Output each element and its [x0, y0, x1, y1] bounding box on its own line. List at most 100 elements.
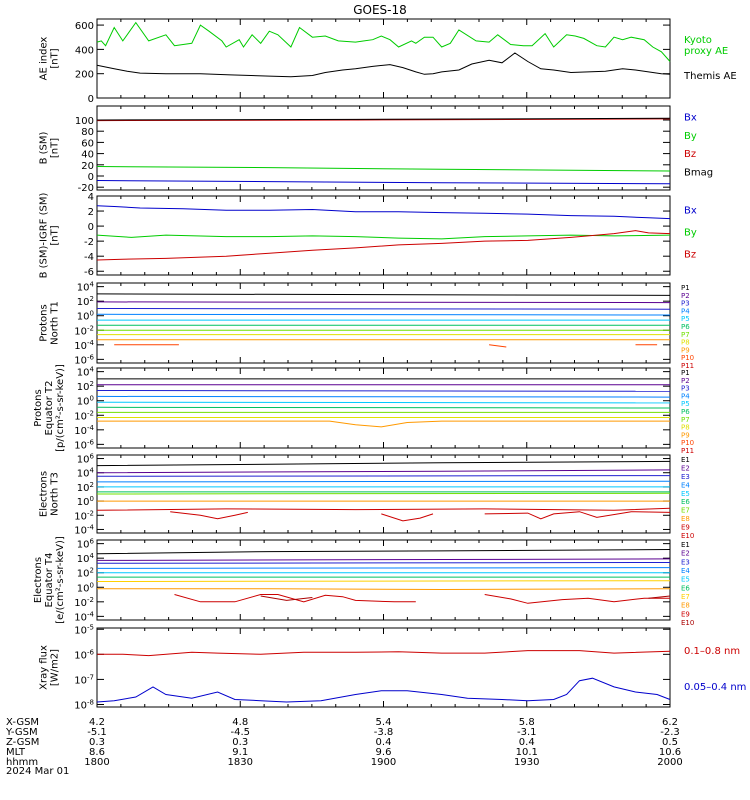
y-tick-label: 104	[77, 281, 95, 294]
legend-entry: E2	[681, 464, 690, 472]
series-line-E1	[96, 460, 671, 467]
orbit-row-label: hhmm	[6, 757, 38, 768]
orbit-row-value: 5.8	[519, 717, 535, 728]
legend-entry: E7	[681, 507, 690, 515]
y-tick-label: 100	[75, 116, 94, 127]
series-line-E8	[97, 588, 671, 591]
y-tick-label: 10-6	[74, 438, 94, 451]
orbit-row-value: 1930	[514, 757, 539, 768]
y-axis-label: [p/(cm²-s-sr-keV)]	[55, 364, 66, 452]
orbit-row-value: 0.3	[232, 737, 248, 748]
panel-frame	[96, 539, 671, 621]
series-line-P4	[96, 313, 671, 316]
orbit-row-value: 0.3	[89, 737, 105, 748]
series-line-E9	[174, 594, 670, 604]
y-tick-label: 10-2	[74, 596, 94, 609]
y-tick-label: 10-2	[74, 324, 94, 337]
series-line-P2	[96, 301, 671, 304]
series-line-E1	[96, 549, 671, 555]
legend-entry: Bx	[684, 206, 697, 217]
y-axis-label: North T1	[50, 301, 61, 345]
legend-entry: P3	[681, 385, 690, 393]
y-axis-label: [nT]	[50, 225, 61, 245]
y-tick-label: 102	[77, 295, 94, 308]
series-line-E10	[170, 511, 671, 522]
orbit-row-value: 4.8	[232, 717, 248, 728]
legend-entry: Kyoto	[684, 35, 712, 46]
y-axis-label: Electrons	[33, 557, 44, 603]
y-tick-label: -6	[84, 267, 94, 278]
y-tick-label: 102	[77, 481, 94, 494]
y-tick-label: 100	[77, 395, 94, 408]
panel-frame	[96, 18, 671, 99]
y-tick-label: 60	[81, 138, 94, 149]
legend-entry: E9	[681, 610, 690, 618]
chart-title: GOES-18	[353, 3, 407, 17]
series-line-Bx	[96, 180, 671, 185]
legend-entry: E10	[681, 619, 694, 627]
legend-entry: P4	[681, 307, 690, 315]
legend-entry: E8	[681, 515, 690, 523]
series-line-Bz	[96, 118, 671, 122]
legend-entry: E6	[681, 498, 690, 506]
legend-entry: E10	[681, 532, 694, 540]
series-line-E2	[96, 469, 671, 474]
series-line-E3	[96, 475, 671, 477]
legend-entry: E4	[681, 567, 690, 575]
series-line-By	[96, 234, 671, 240]
series-line-P6	[96, 406, 671, 409]
legend-entry: E5	[681, 576, 690, 584]
series-line-E7	[96, 580, 671, 582]
orbit-row-value: -5.1	[87, 727, 107, 738]
legend-entry: P3	[681, 300, 690, 308]
y-tick-label: 10-2	[74, 409, 94, 422]
y-tick-label: 10-2	[74, 509, 94, 522]
y-tick-label: 102	[77, 380, 94, 393]
y-tick-label: 10-6	[74, 648, 94, 661]
series-line-By	[96, 166, 671, 172]
orbit-row-value: 10.1	[516, 747, 538, 758]
y-tick-label: 10-4	[74, 424, 94, 437]
orbit-row-value: 1830	[228, 757, 253, 768]
series-line-P1	[96, 293, 671, 296]
legend-entry: E6	[681, 584, 690, 592]
orbit-row-value: 1900	[371, 757, 396, 768]
date-label: 2024 Mar 01	[6, 766, 69, 777]
series-line-P4	[96, 395, 671, 398]
orbit-row-label: Z-GSM	[6, 737, 39, 748]
series-line-E10	[260, 595, 671, 601]
orbit-row-value: 10.6	[659, 747, 681, 758]
legend-entry: By	[684, 228, 697, 239]
series-line-Themis AE	[96, 52, 671, 78]
legend-entry: P5	[681, 315, 690, 323]
panel-xray: 10-5 10-6 10-7 10-8 Xray flux [W/m2] 0.1–0.8 n…	[39, 623, 747, 711]
orbit-row-label: MLT	[6, 747, 26, 758]
legend-entry: P2	[681, 292, 690, 300]
y-tick-label: 102	[77, 567, 94, 580]
y-axis-label: Equator T4	[44, 553, 55, 608]
series-line-E2	[96, 558, 671, 561]
series-line-Bmag	[96, 117, 671, 121]
panel-frame	[96, 627, 671, 708]
y-tick-label: 0	[88, 222, 94, 233]
y-tick-label: 4	[88, 192, 94, 203]
y-tick-label: -4	[84, 252, 94, 263]
legend-entry: E4	[681, 481, 690, 489]
y-tick-label: 10-8	[74, 698, 94, 711]
orbit-row-value: -3.1	[517, 727, 537, 738]
panel-b_minus_igrf: -6 -4 -2 0 2 4 B (SM)-IGRF (SM) [nT] Bx By Bz	[39, 192, 697, 278]
y-axis-label: [e/(cm²-s-sr-keV)]	[55, 536, 66, 624]
series-line-E9	[96, 507, 671, 511]
series-line-P10	[114, 344, 658, 348]
y-tick-label: 10-4	[74, 523, 94, 536]
legend-entry: P4	[681, 392, 690, 400]
series-line-E3	[96, 562, 671, 564]
orbit-row-value: 0.4	[519, 737, 535, 748]
orbit-row-value: 9.6	[376, 747, 392, 758]
legend-entry: 0.1–0.8 nm	[684, 646, 740, 657]
legend-entry: Bz	[684, 249, 696, 260]
orbit-row-value: 6.2	[662, 717, 678, 728]
